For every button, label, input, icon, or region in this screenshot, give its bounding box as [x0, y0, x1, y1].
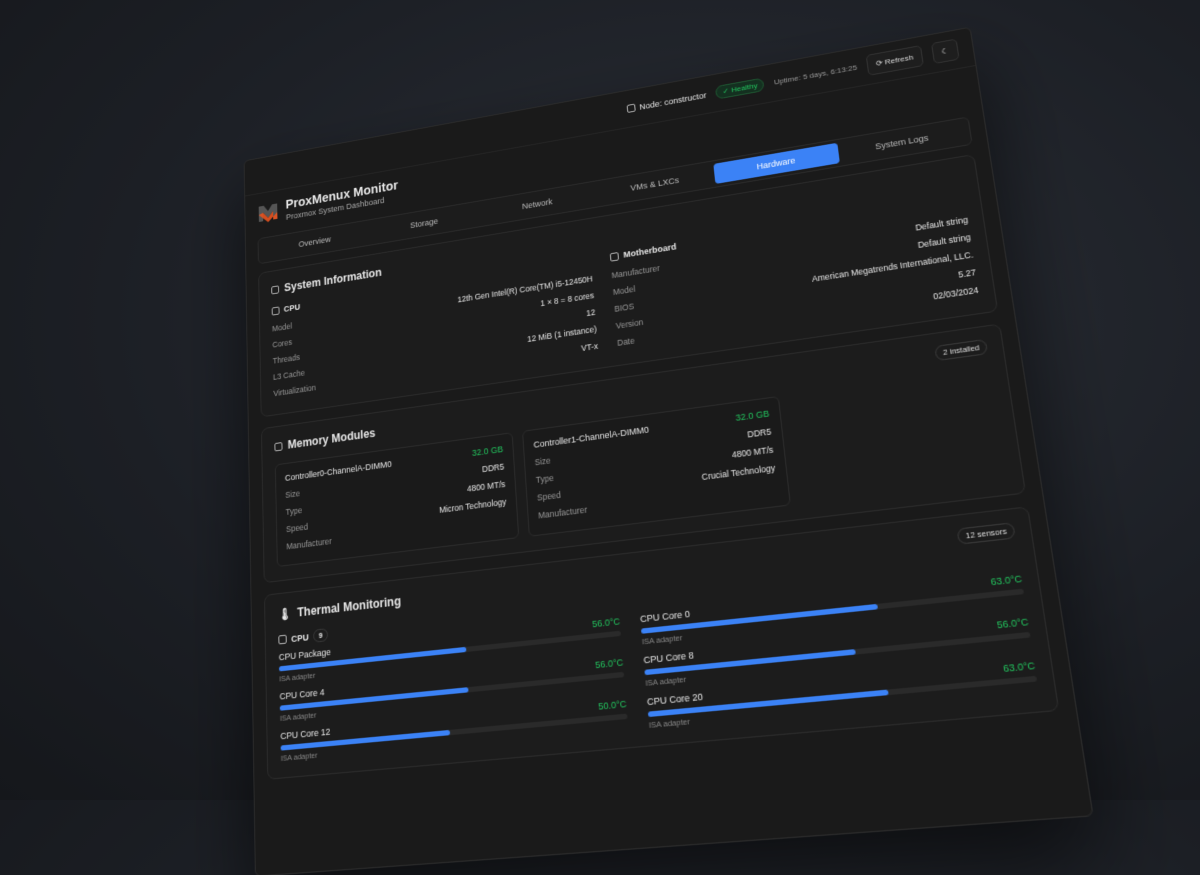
- cpu-icon: [271, 305, 280, 316]
- group-label: CPU: [291, 631, 309, 644]
- system-information-title: System Information: [283, 265, 382, 295]
- info-value: 5.27: [957, 267, 977, 280]
- info-key: Size: [534, 455, 551, 468]
- proxmenux-logo: [258, 203, 278, 224]
- info-key: Model: [272, 321, 293, 334]
- info-key: Threads: [272, 352, 300, 366]
- info-value: [507, 514, 508, 524]
- info-value: 4800 MT/s: [466, 479, 506, 494]
- sensor-temp: 50.0°C: [597, 698, 627, 712]
- info-key: L3 Cache: [272, 368, 305, 382]
- cpu-label: CPU: [283, 302, 301, 314]
- thermometer-icon: 🌡: [277, 606, 292, 622]
- info-key: Model: [612, 284, 636, 297]
- sensor-name: CPU Core 20: [646, 691, 704, 708]
- thermal-title: Thermal Monitoring: [297, 593, 402, 620]
- info-value: 12: [585, 307, 596, 319]
- memory-title: Memory Modules: [287, 426, 376, 452]
- sensor-temp: 63.0°C: [1002, 659, 1036, 675]
- motherboard-label: Motherboard: [623, 241, 677, 260]
- node-indicator: Node: constructor: [626, 90, 707, 113]
- status-badge: ✓ Healthy: [715, 77, 765, 100]
- server-icon: [626, 103, 636, 113]
- sensor-temp: 56.0°C: [594, 656, 624, 671]
- refresh-button[interactable]: ⟳ Refresh: [865, 45, 924, 76]
- refresh-label: Refresh: [884, 53, 914, 67]
- sensor-temp: 56.0°C: [591, 616, 621, 630]
- group-count-badge: 9: [313, 628, 329, 643]
- info-value: DDR5: [746, 426, 772, 440]
- sensor-temp: 56.0°C: [996, 616, 1030, 631]
- info-key: Manufacturer: [537, 504, 588, 521]
- info-key: Virtualization: [273, 382, 317, 399]
- info-key: Speed: [536, 489, 562, 503]
- sensor-name: CPU Core 8: [643, 649, 695, 666]
- module-size: 32.0 GB: [735, 408, 770, 423]
- info-key: Speed: [285, 521, 309, 535]
- info-key: BIOS: [614, 301, 635, 314]
- motherboard-icon: [609, 251, 620, 262]
- info-key: Version: [615, 317, 644, 331]
- info-value: [777, 481, 778, 491]
- sensor-name: CPU Core 12: [280, 726, 331, 742]
- node-label: Node: constructor: [638, 90, 707, 112]
- info-key: Date: [616, 335, 636, 348]
- sensor-count-badge: 12 sensors: [956, 522, 1016, 545]
- info-key: Size: [285, 488, 301, 500]
- info-key: Type: [535, 472, 555, 485]
- cpu-icon: [278, 634, 287, 645]
- info-value: DDR5: [481, 461, 505, 475]
- sensor-name: CPU Package: [278, 646, 331, 663]
- module-size: 32.0 GB: [471, 444, 504, 458]
- info-value: 02/03/2024: [932, 284, 980, 302]
- memory-module: Controller1-ChannelA-DIMM0 32.0 GB Size DDR…: [522, 395, 791, 537]
- sensor-name: CPU Core 0: [639, 608, 691, 625]
- info-value: 4800 MT/s: [731, 444, 774, 460]
- info-value: VT-x: [580, 341, 599, 354]
- info-key: Type: [285, 505, 303, 517]
- info-key: Cores: [272, 337, 293, 350]
- info-key: Manufacturer: [286, 536, 332, 552]
- memory-icon: [274, 441, 283, 452]
- stage: Node: constructor ✓ Healthy Uptime: 5 da…: [243, 26, 1094, 875]
- moon-icon: ☾: [940, 46, 950, 57]
- app-window: Node: constructor ✓ Healthy Uptime: 5 da…: [243, 26, 1094, 875]
- uptime: Uptime: 5 days, 6:13:25: [773, 63, 858, 87]
- sensor-temp: 63.0°C: [989, 573, 1023, 588]
- theme-toggle-button[interactable]: ☾: [930, 38, 960, 65]
- memory-module: Controller0-ChannelA-DIMM0 32.0 GB Size DDR…: [274, 432, 520, 568]
- cpu-icon: [271, 284, 280, 295]
- refresh-icon: ⟳: [875, 58, 884, 68]
- sensor-name: CPU Core 4: [279, 687, 325, 702]
- status-text: Healthy: [730, 81, 758, 95]
